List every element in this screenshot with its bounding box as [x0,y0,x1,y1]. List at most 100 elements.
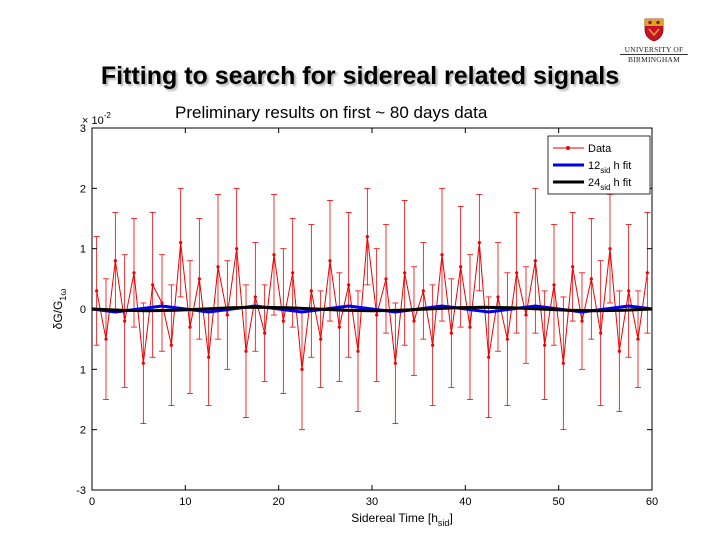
slide-title: Fitting to search for sidereal related s… [100,62,620,90]
data-point [197,277,201,281]
x-axis-ticks: 0 10 20 30 40 50 60 [89,128,658,508]
legend: Data 12sid h fit 24sid h fit [547,135,651,195]
logo-text-line2: BIRMINGHAM [627,55,680,64]
data-point [468,325,472,329]
x-axis-label-sub: sid [438,518,450,528]
data-point [645,271,649,275]
data-point [151,283,155,287]
series-line [96,236,648,370]
data-point [347,283,351,287]
data-point [225,313,229,317]
data-point [477,241,481,245]
data-point [636,337,640,341]
data-point [617,349,621,353]
y-axis-exponent-base: × 10 [82,115,104,127]
data-point [580,319,584,323]
data-point [253,295,257,299]
data-point [104,337,108,341]
data-point [487,355,491,359]
data-point [207,355,211,359]
y-tick-label: 0 [80,304,86,316]
y-axis-label-main: δG/G [51,301,65,330]
data-point [421,289,425,293]
data-point [95,289,99,293]
logo-divider [620,54,688,55]
data-point [449,331,453,335]
x-tick-label: 20 [273,496,285,508]
university-logo: UNIVERSITY OF BIRMINGHAM [618,18,690,68]
series-lines [91,235,653,371]
data-point [365,235,369,239]
data-point [244,349,248,353]
y-axis-label: δG/G1ω [51,289,68,330]
data-point [123,319,127,323]
data-point [263,331,267,335]
x-tick-label: 60 [646,496,658,508]
data-point [319,337,323,341]
y-axis-label-sub: 1ω [58,289,68,301]
data-point [300,367,304,371]
x-tick-label: 40 [459,496,471,508]
data-point [459,265,463,269]
data-point [216,265,220,269]
logo-text-line1: UNIVERSITY OF [624,45,684,54]
x-tick-label: 10 [179,496,191,508]
x-axis-label-end: ] [449,511,452,525]
data-point [281,319,285,323]
data-point [552,283,556,287]
x-tick-label: 30 [366,496,378,508]
data-point [496,295,500,299]
data-point [160,301,164,305]
data-point [412,319,416,323]
y-tick-label: 1 [80,364,86,376]
y-tick-label: 1 [80,244,86,256]
data-point [291,271,295,275]
x-axis-label-main: Sidereal Time [h [351,511,438,525]
series-line [91,305,653,313]
data-point [141,361,145,365]
data-point [543,343,547,347]
data-point [515,271,519,275]
y-axis-exponent-power: -2 [104,111,112,120]
data-point [533,259,537,263]
y-tick-label: 2 [80,425,86,437]
data-point [384,277,388,281]
y-tick-label: 2 [80,183,86,195]
data-point [561,361,565,365]
y-tick-label: -3 [76,485,86,497]
data-point [356,349,360,353]
data-point [309,289,313,293]
x-axis-label: Sidereal Time [hsid] [351,511,453,528]
data-point [571,265,575,269]
data-point [599,331,603,335]
data-point [375,313,379,317]
data-point [440,253,444,257]
y-tick-label: 3 [80,123,86,135]
data-point [505,337,509,341]
slide-subtitle: Preliminary results on first ~ 80 days d… [175,103,488,122]
data-point [403,271,407,275]
legend-label: 12sid h fit [588,160,631,175]
data-point [328,259,332,263]
x-tick-label: 50 [553,496,565,508]
data-point [132,271,136,275]
data-point [337,325,341,329]
data-point [393,361,397,365]
x-tick-label: 0 [89,496,95,508]
data-point [113,259,117,263]
data-point [272,253,276,257]
data-point [179,241,183,245]
legend-label: 24sid h fit [588,177,631,192]
data-point [589,277,593,281]
y-axis-exponent: × 10-2 [82,111,111,127]
legend-label: Data [588,143,612,155]
university-crest-icon [644,18,664,42]
data-point [627,289,631,293]
data-point [524,313,528,317]
data-point [188,325,192,329]
data-point [608,247,612,251]
data-point [235,247,239,251]
data-point [431,343,435,347]
legend-marker [566,146,570,150]
